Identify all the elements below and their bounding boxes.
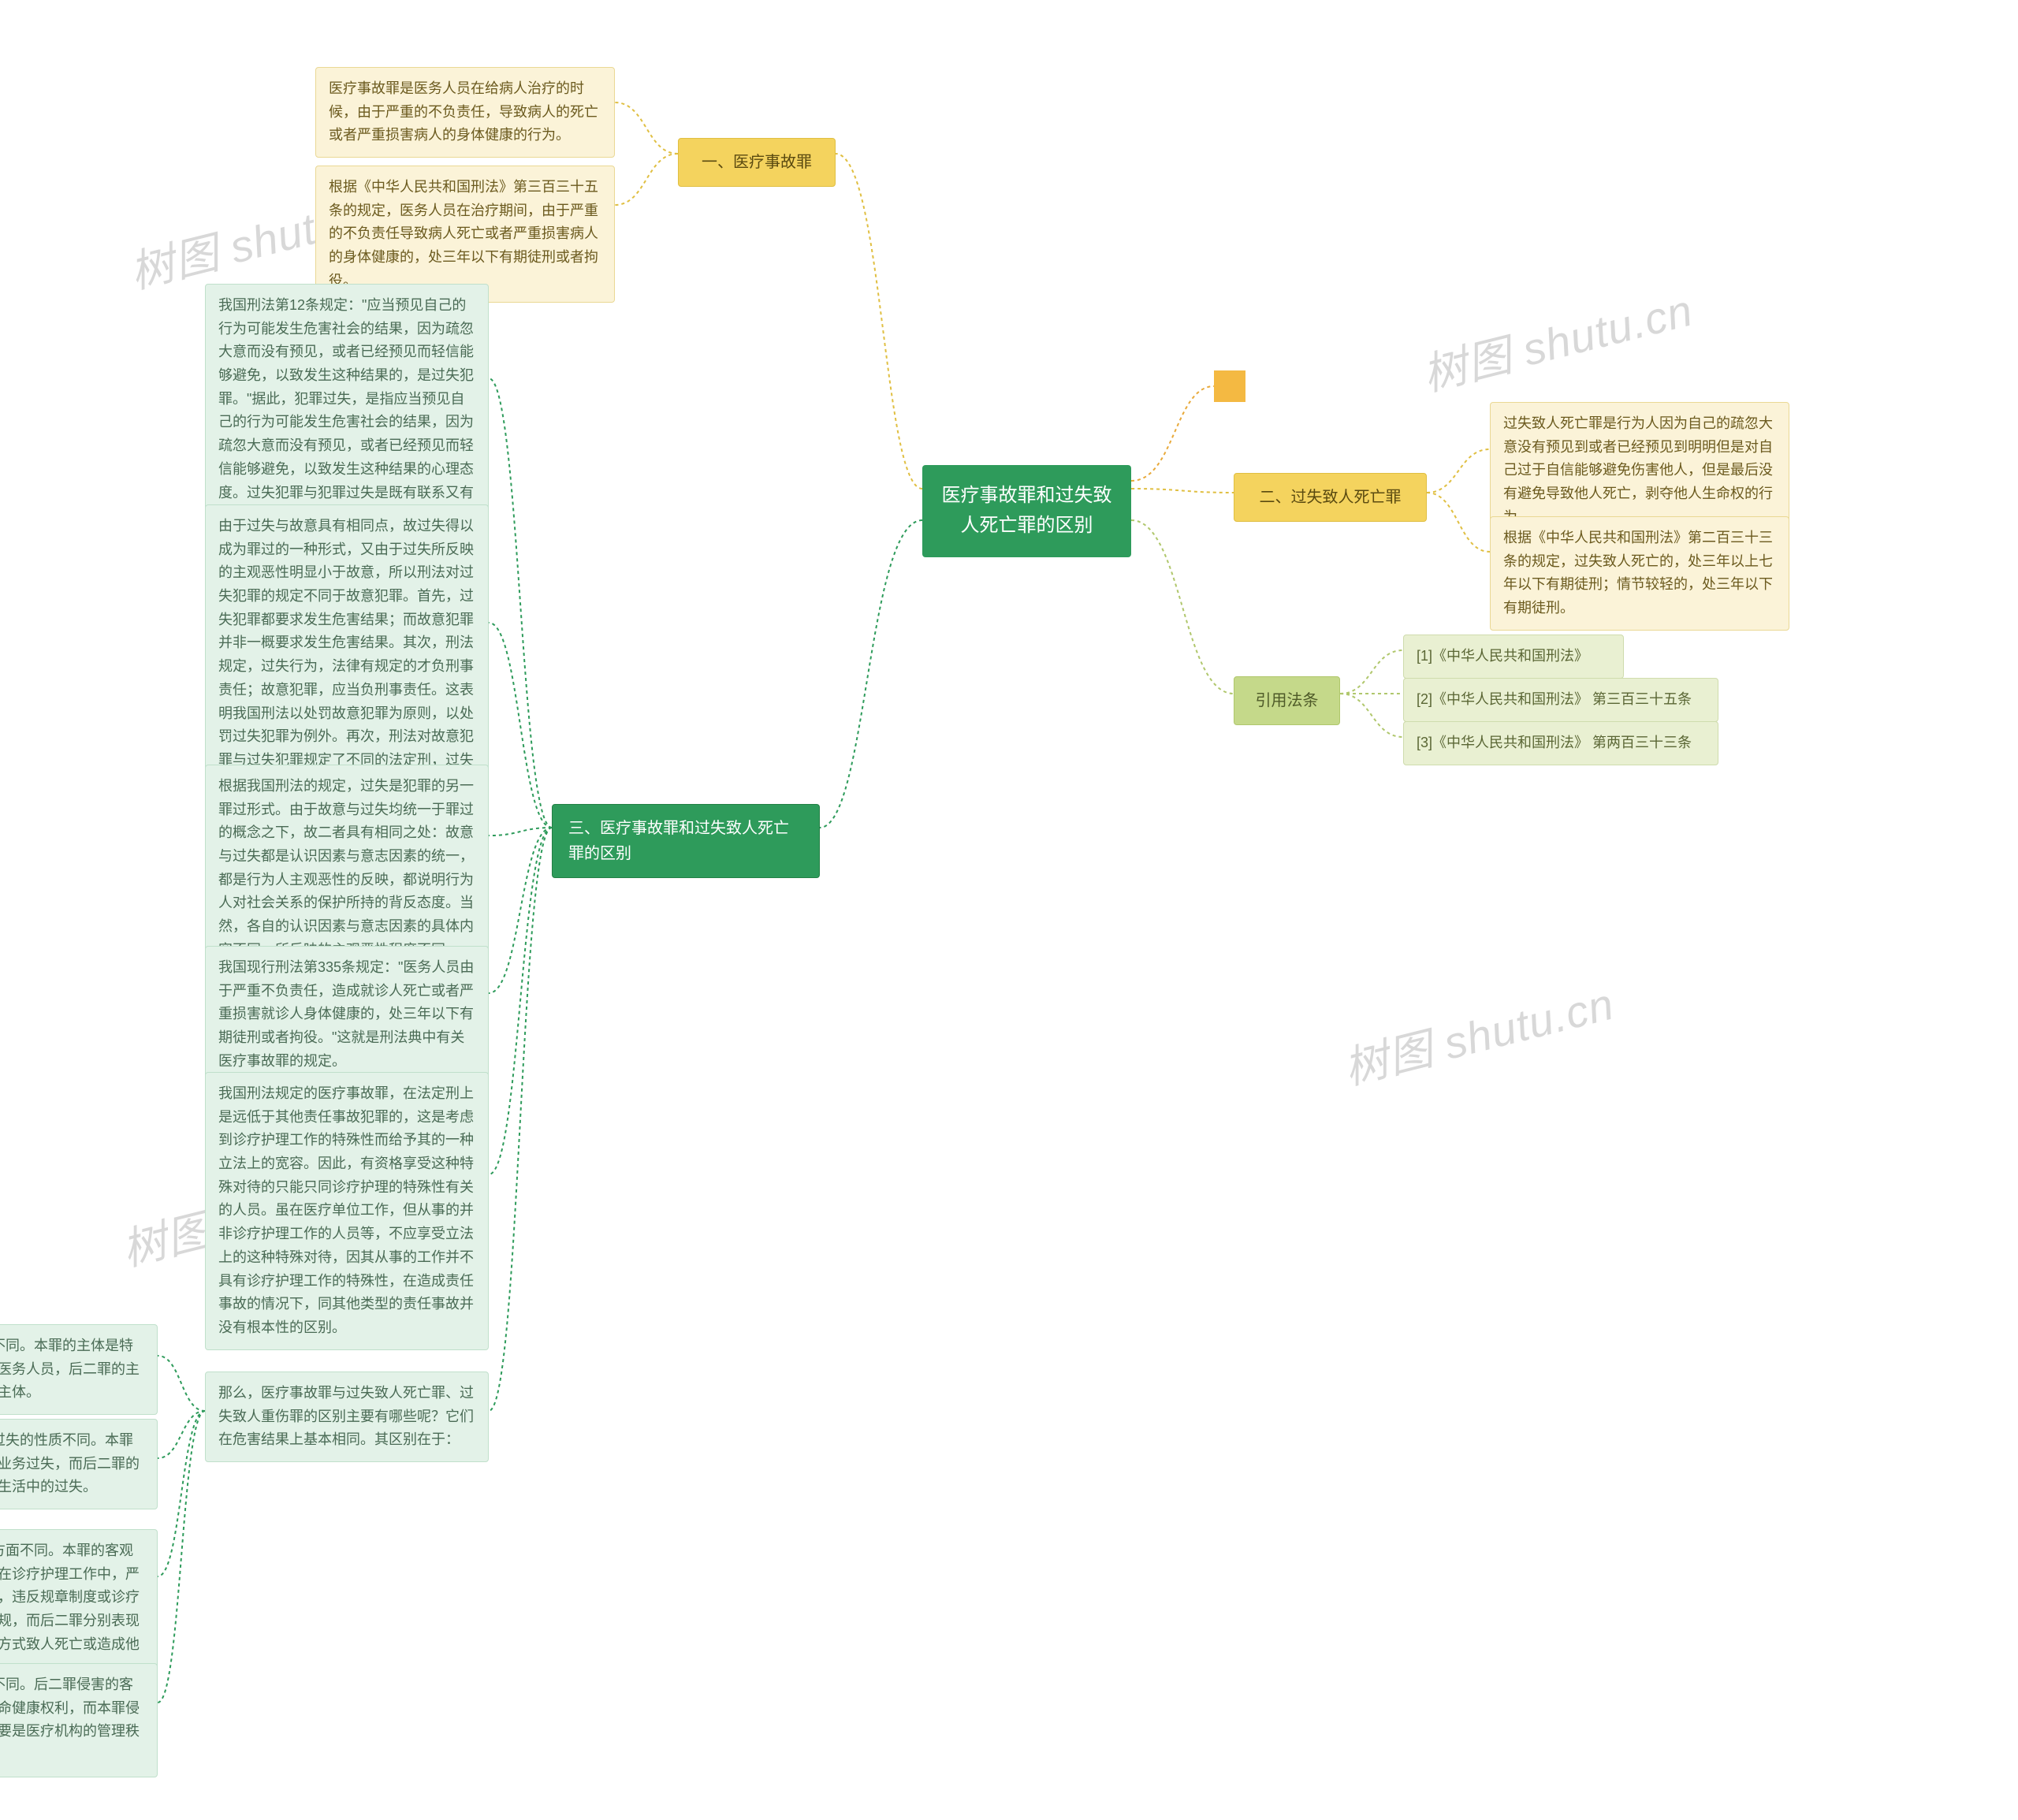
branch-3-leaf-6-s4: （4）客体不同。后二罪侵害的客体是人的生命健康权利，而本罪侵害的客体主要是医疗机…: [0, 1663, 158, 1777]
branch-3-leaf-6-s1: （1）主体不同。本罪的主体是特殊主体，即医务人员，后二罪的主体则为一般主体。: [0, 1324, 158, 1415]
branch-3-leaf-1: 我国刑法第12条规定："应当预见自己的行为可能发生危害社会的结果，因为疏忽大意而…: [205, 284, 489, 538]
branch-4-title: 引用法条: [1234, 676, 1340, 725]
branch-3-leaf-6-s2: （2）主观过失的性质不同。本罪的过失属于业务过失，而后二罪的过失属日常生活中的过…: [0, 1419, 158, 1509]
branch-3-leaf-6-intro: 那么，医疗事故罪与过失致人死亡罪、过失致人重伤罪的区别主要有哪些呢？它们在危害结…: [205, 1372, 489, 1462]
branch-3-leaf-4: 我国现行刑法第335条规定："医务人员由于严重不负责任，造成就诊人死亡或者严重损…: [205, 946, 489, 1083]
decorative-block: [1214, 370, 1245, 402]
branch-2-title: 二、过失致人死亡罪: [1234, 473, 1427, 522]
branch-3-leaf-3: 根据我国刑法的规定，过失是犯罪的另一罪过形式。由于故意与过失均统一于罪过的概念之…: [205, 765, 489, 973]
branch-2-leaf-2: 根据《中华人民共和国刑法》第二百三十三条的规定，过失致人死亡的，处三年以上七年以…: [1490, 516, 1789, 631]
branch-1-title: 一、医疗事故罪: [678, 138, 836, 187]
branch-3-leaf-5: 我国刑法规定的医疗事故罪，在法定刑上是远低于其他责任事故犯罪的，这是考虑到诊疗护…: [205, 1072, 489, 1350]
branch-4-leaf-1: [1]《中华人民共和国刑法》: [1403, 635, 1624, 679]
branch-3-title: 三、医疗事故罪和过失致人死亡罪的区别: [552, 804, 820, 878]
branch-4-leaf-2: [2]《中华人民共和国刑法》 第三百三十五条: [1403, 678, 1718, 722]
root-node: 医疗事故罪和过失致人死亡罪的区别: [922, 465, 1131, 557]
branch-1-leaf-1: 医疗事故罪是医务人员在给病人治疗的时候，由于严重的不负责任，导致病人的死亡或者严…: [315, 67, 615, 158]
branch-4-leaf-3: [3]《中华人民共和国刑法》 第两百三十三条: [1403, 721, 1718, 765]
watermark: 树图 shutu.cn: [1415, 275, 1698, 404]
branch-1-leaf-2: 根据《中华人民共和国刑法》第三百三十五条的规定，医务人员在治疗期间，由于严重的不…: [315, 166, 615, 303]
watermark: 树图 shutu.cn: [1336, 969, 1619, 1097]
